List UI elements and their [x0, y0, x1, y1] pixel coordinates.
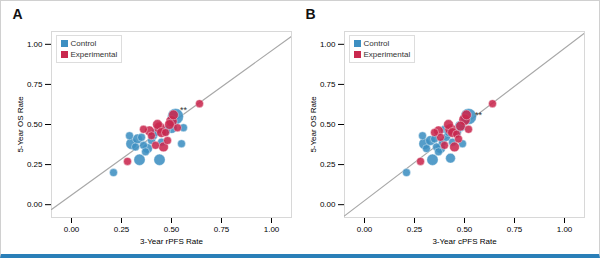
svg-text:0.50: 0.50	[26, 120, 42, 129]
svg-text:1.00: 1.00	[319, 40, 335, 49]
svg-text:0.75: 0.75	[319, 80, 335, 89]
html-text:Control: Control	[70, 39, 97, 48]
svg-text:0.25: 0.25	[113, 225, 129, 234]
svg-text:0.75: 0.75	[506, 225, 522, 234]
svg-text:0.25: 0.25	[406, 225, 422, 234]
svg-text:0.00: 0.00	[319, 200, 335, 209]
svg-text:5-Year OS Rate: 5-Year OS Rate	[309, 96, 318, 153]
html-text:Control: Control	[363, 39, 390, 48]
html-text:Experimental: Experimental	[363, 50, 411, 59]
svg-text:0.50: 0.50	[456, 225, 472, 234]
html-text:A: A	[12, 6, 23, 22]
svg-text:**: **	[179, 105, 187, 115]
svg-text:1.00: 1.00	[556, 225, 572, 234]
svg-text:0.25: 0.25	[26, 160, 42, 169]
svg-text:0.75: 0.75	[26, 80, 42, 89]
svg-text:0.25: 0.25	[319, 160, 335, 169]
svg-text:1.00: 1.00	[26, 40, 42, 49]
svg-text:5-Year OS Rate: 5-Year OS Rate	[16, 96, 25, 153]
svg-text:3-Year rPFS Rate: 3-Year rPFS Rate	[140, 237, 203, 246]
svg-text:0.00: 0.00	[356, 225, 372, 234]
svg-text:0.00: 0.00	[26, 200, 42, 209]
svg-text:0.50: 0.50	[163, 225, 179, 234]
svg-text:0.00: 0.00	[63, 225, 79, 234]
html-text:Experimental: Experimental	[70, 50, 118, 59]
html-text:B: B	[305, 6, 316, 22]
svg-text:1.00: 1.00	[263, 225, 279, 234]
svg-text:**: **	[474, 110, 482, 120]
svg-text:0.50: 0.50	[319, 120, 335, 129]
svg-text:0.75: 0.75	[213, 225, 229, 234]
svg-text:3-Year cPFS Rate: 3-Year cPFS Rate	[432, 237, 497, 246]
